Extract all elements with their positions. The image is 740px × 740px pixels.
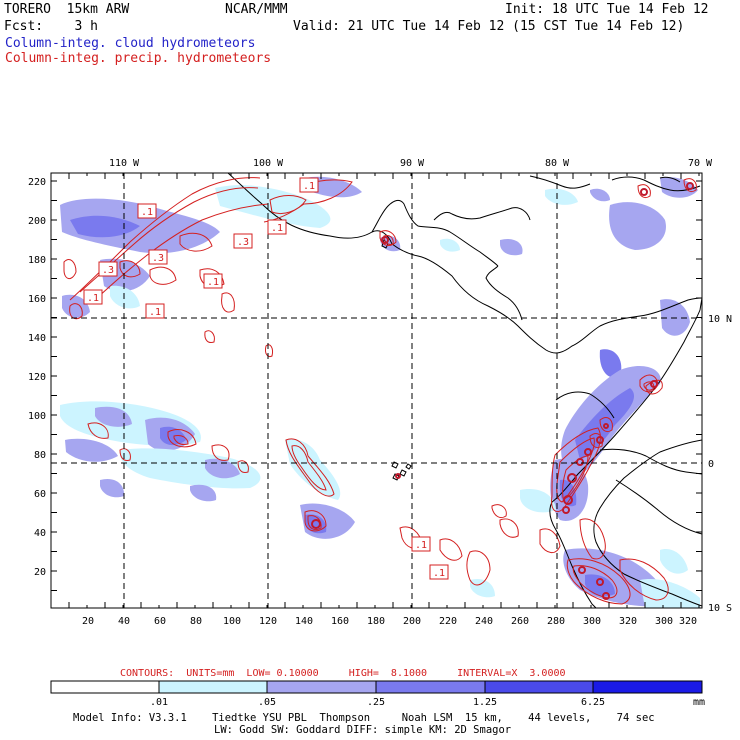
field-cloud-label: Column-integ. cloud hydrometeors [5,36,256,51]
contour-label: .1 [203,273,223,289]
model-info-physics: LW: Godd SW: Goddard DIFF: simple KM: 2D… [214,724,512,736]
x-tick-labels-extra: 300 320 [655,616,697,627]
contour-label: .1 [429,564,449,580]
x-tick-label: 300 [655,616,673,627]
x-tick-label: 320 [679,616,697,627]
svg-text:.1: .1 [415,540,427,551]
map-frame [50,172,703,609]
svg-text:.1: .1 [141,207,153,218]
model-info: Model Info: V3.3.1 Tiedtke YSU PBL Thomp… [73,712,655,724]
y-tick-label: 180 [28,255,46,266]
lon-label: 110 W [109,158,140,169]
y-tick-label: 40 [34,528,46,539]
precip-hydrometeor-contours [63,177,697,605]
y-tick-label: 120 [28,372,46,383]
y-tick-label: 200 [28,216,46,227]
colorbar-bin-4 [484,680,594,694]
colorbar-unit: mm [693,697,706,708]
contour-label: .3 [98,261,118,277]
x-tick-label: 280 [547,616,565,627]
svg-text:.3: .3 [102,265,114,276]
contour-label: .1 [411,536,431,552]
colorbar-bin-3 [375,680,486,694]
y-tick-label: 220 [28,177,46,188]
x-tick-label: 240 [475,616,493,627]
lat-labels: 10 N 0 10 S [708,314,732,614]
svg-text:.3: .3 [152,253,164,264]
field-precip-label: Column-integ. precip. hydrometeors [5,51,272,66]
contour-label: .1 [145,303,165,319]
x-tick-label: 200 [403,616,421,627]
colorbar-label: .01 [149,697,169,708]
y-tick-label: 20 [34,567,46,578]
x-tick-label: 40 [118,616,130,627]
contour-label: .1 [137,203,157,219]
x-tick-label: 120 [259,616,277,627]
contour-label: .1 [267,219,287,235]
lat-label: 10 S [708,603,732,614]
contour-label: .3 [233,233,253,249]
colorbar-label: 6.25 [580,697,606,708]
lon-label: 100 W [253,158,284,169]
forecast-hour: Fcst: 3 h [4,19,98,34]
org-title: NCAR/MMM [225,2,288,17]
contour-label: .1 [299,177,319,193]
axis-ticks [50,173,702,608]
x-tick-labels: 20 40 60 80 100 120 140 160 180 200 220 … [82,616,637,627]
contour-label: .1 [83,289,103,305]
contour-value-labels: .1 .1 .3 .1 .3 .1 .3 .1 .1 .1 .1 [83,177,449,580]
colorbar-bin-2 [266,680,377,694]
contour-label: .3 [148,249,168,265]
lat-label: 0 [708,459,714,470]
svg-text:.1: .1 [87,293,99,304]
svg-text:.1: .1 [207,277,219,288]
y-tick-label: 60 [34,489,46,500]
x-tick-label: 20 [82,616,94,627]
x-tick-label: 100 [223,616,241,627]
colorbar-bin-1 [158,680,268,694]
svg-text:.1: .1 [271,223,283,234]
y-tick-label: 100 [28,411,46,422]
contours-info: CONTOURS: UNITS=mm LOW= 0.10000 HIGH= 8.… [120,668,566,679]
x-tick-label: 220 [439,616,457,627]
x-tick-label: 300 [583,616,601,627]
x-tick-label: 320 [619,616,637,627]
valid-time: Valid: 21 UTC Tue 14 Feb 12 (15 CST Tue … [293,19,685,34]
y-tick-labels: 220 200 180 160 140 120 100 80 60 40 20 [28,177,46,578]
lat-label: 10 N [708,314,732,325]
model-title: TORERO 15km ARW [4,2,130,17]
x-tick-label: 80 [190,616,202,627]
svg-text:.1: .1 [149,307,161,318]
precip-core-markers [311,182,694,600]
x-tick-label: 140 [295,616,313,627]
x-tick-label: 60 [154,616,166,627]
x-tick-label: 260 [511,616,529,627]
colorbar-bin-0 [50,680,160,694]
y-tick-label: 80 [34,450,46,461]
colorbar-bin-5 [592,680,703,694]
colorbar-label: 1.25 [472,697,498,708]
lon-label: 70 W [688,158,713,169]
colorbar-label: .25 [366,697,386,708]
graticule [51,173,702,608]
init-time: Init: 18 UTC Tue 14 Feb 12 [505,2,709,17]
lon-label: 80 W [545,158,570,169]
y-tick-label: 160 [28,294,46,305]
lon-labels: 110 W 100 W 90 W 80 W 70 W [109,158,713,169]
x-tick-label: 180 [367,616,385,627]
svg-text:.3: .3 [237,237,249,248]
colorbar-label: .05 [257,697,277,708]
coastlines [227,173,702,608]
svg-text:.1: .1 [433,568,445,579]
svg-text:.1: .1 [303,181,315,192]
x-tick-label: 160 [331,616,349,627]
lon-label: 90 W [400,158,425,169]
y-tick-label: 140 [28,333,46,344]
